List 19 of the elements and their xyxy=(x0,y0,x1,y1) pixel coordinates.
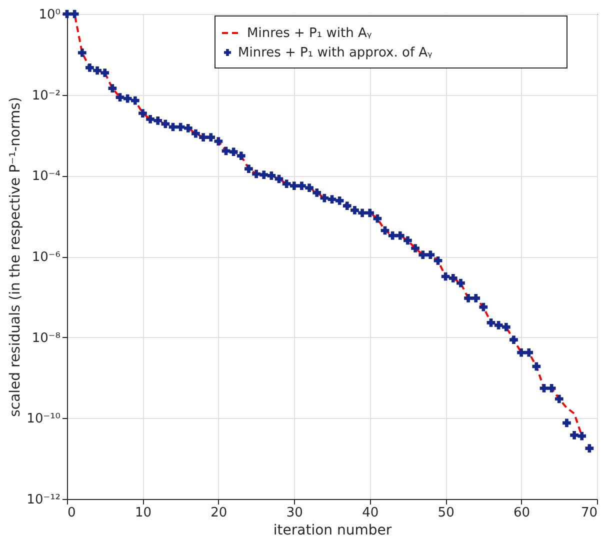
y-tick-label: 10⁻¹⁰ xyxy=(26,412,60,427)
x-tick-label: 70 xyxy=(580,506,598,520)
y-tick-label: 10⁻⁶ xyxy=(32,250,60,265)
y-tick-label: 10⁻⁴ xyxy=(32,169,60,184)
y-tick-label: 10⁰ xyxy=(38,8,60,22)
x-tick-label: 0 xyxy=(68,506,76,520)
x-tick-label: 60 xyxy=(514,506,530,520)
x-tick-label: 40 xyxy=(362,506,379,520)
legend-label: Minres + P₁ with approx. of Aᵧ xyxy=(238,46,433,60)
y-tick-label: 10⁻² xyxy=(32,88,60,104)
x-tick-label: 10 xyxy=(134,506,152,520)
x-tick-label: 30 xyxy=(286,506,303,520)
y-axis-title: scaled residuals (in the respective P⁻¹-norms) xyxy=(8,97,24,417)
legend-label: Minres + P₁ with Aᵧ xyxy=(247,26,372,41)
x-tick-label: 20 xyxy=(210,506,228,520)
y-tick-label: 10⁻¹² xyxy=(26,492,60,508)
x-tick-label: 50 xyxy=(438,506,454,520)
x-axis-title: iteration number xyxy=(273,522,392,538)
y-tick-label: 10⁻⁸ xyxy=(32,330,60,346)
